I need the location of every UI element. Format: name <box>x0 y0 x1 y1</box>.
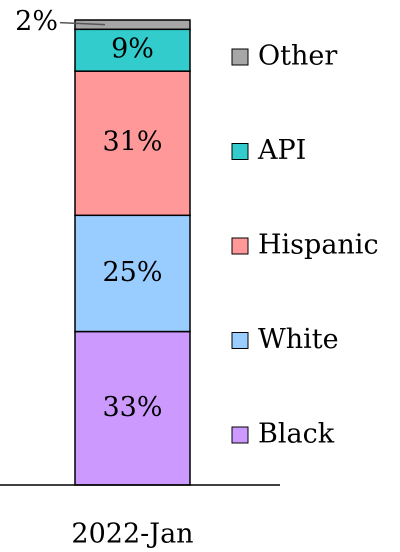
leader-line <box>59 21 106 26</box>
data-label: 31% <box>102 127 162 158</box>
legend-label: Black <box>258 419 335 450</box>
data-label: 33% <box>102 392 162 423</box>
legend-label: Hispanic <box>258 230 379 261</box>
legend-label: White <box>258 324 339 355</box>
bar-segment <box>74 19 191 31</box>
bar-segment <box>74 330 191 486</box>
legend-swatch <box>231 332 249 349</box>
data-label: 9% <box>111 34 154 65</box>
legend-label: Other <box>258 41 337 72</box>
data-label: 25% <box>102 257 162 288</box>
legend-swatch <box>231 426 249 444</box>
legend-swatch <box>231 237 249 255</box>
data-label: 2% <box>15 6 58 37</box>
bar-segment <box>74 214 191 333</box>
legend-label: API <box>257 135 306 166</box>
bar-segment <box>74 28 191 72</box>
legend-swatch <box>231 48 249 66</box>
x-tick-label: 2022-Jan <box>71 519 193 550</box>
legend-swatch <box>231 143 249 160</box>
